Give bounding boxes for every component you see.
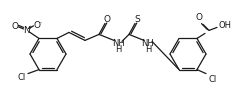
Text: NH: NH [112,39,124,47]
Text: NH: NH [142,39,154,47]
Text: -: - [39,20,41,25]
Text: H: H [115,44,121,53]
Text: S: S [134,15,140,24]
Text: O: O [12,22,18,31]
Text: OH: OH [219,21,232,30]
Text: H: H [145,44,151,53]
Text: O: O [196,13,203,22]
Text: +: + [27,25,32,30]
Text: N: N [23,26,29,35]
Text: O: O [33,21,40,30]
Text: Cl: Cl [209,74,217,83]
Text: O: O [104,15,111,24]
Text: Cl: Cl [18,72,26,81]
